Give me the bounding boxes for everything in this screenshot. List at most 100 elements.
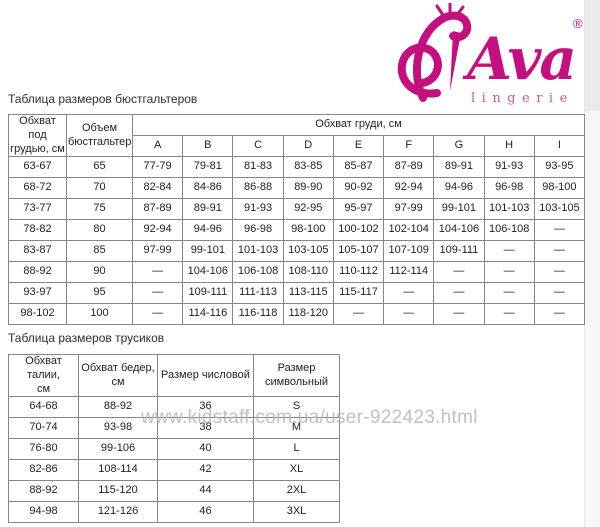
table-cell: — [533, 303, 586, 326]
table-cell: 97-99 [131, 240, 184, 263]
table-cell: 111-113 [232, 282, 284, 305]
table-cell: 115-117 [332, 282, 385, 305]
table-cell: 108-110 [282, 261, 334, 284]
bra-size-table: Обхват под грудью, см Объем бюстгальтера… [8, 113, 586, 326]
brand-name: Ava [462, 25, 575, 93]
table-cell: 89-91 [182, 198, 234, 221]
table-cell: 76-80 [8, 438, 79, 461]
table-cell: 88-92 [8, 261, 67, 284]
table-cell: 2XL [253, 480, 340, 503]
table-cell: 109-111 [433, 240, 485, 263]
table-cell: 101-103 [483, 198, 535, 221]
table-cell: 85-87 [332, 156, 385, 179]
table-cell: 89-90 [282, 177, 334, 200]
table-cell: 100 [66, 303, 133, 326]
table-cell: 84-86 [182, 177, 234, 200]
table-cell: 86-88 [232, 177, 284, 200]
table-cell: — [131, 261, 184, 284]
header-bust: Обхват груди, см [132, 113, 585, 137]
table-cell: 88-92 [8, 480, 79, 503]
table-cell: — [533, 219, 586, 242]
table-cell: 87-89 [383, 156, 435, 179]
bra-table-title: Таблица размеров бюстгальтеров [8, 92, 198, 106]
table-cell: — [533, 282, 586, 305]
table-cell: 81-83 [232, 156, 284, 179]
table-cell: S [253, 396, 340, 419]
table-cell: 38 [157, 417, 254, 440]
cup-size-header: D [282, 135, 334, 158]
table-row: 76-80 99-106 40 L [8, 438, 340, 461]
panty-table-title: Таблица размеров трусиков [8, 331, 165, 345]
table-cell: 68-72 [8, 177, 67, 200]
brand-logo: Ava ® lingerie [397, 3, 583, 106]
table-cell: 75 [66, 198, 133, 221]
brand-subtitle: lingerie [471, 91, 574, 106]
table-cell: 97-99 [383, 198, 435, 221]
table-cell: 109-111 [182, 282, 234, 305]
table-cell: 91-93 [483, 156, 535, 179]
table-row: 70-74 93-98 38 M [8, 417, 340, 440]
table-cell: 93-97 [8, 282, 67, 305]
panty-column-header: Обхват талии, см [8, 353, 79, 398]
cup-size-header: C [232, 135, 284, 158]
table-cell: 94-96 [182, 219, 234, 242]
table-cell: 83-87 [8, 240, 67, 263]
panty-header-row: Обхват талии, см Обхват бедер, см Размер ч… [8, 353, 340, 398]
cup-size-header: B [182, 135, 234, 158]
table-cell: 101-103 [232, 240, 284, 263]
table-cell: 105-107 [332, 240, 385, 263]
table-cell: — [131, 303, 184, 326]
table-row: 63-67 65 77-79 79-81 81-83 83-85 85-87 87-89 89-… [8, 156, 586, 179]
table-cell: 100-102 [332, 219, 385, 242]
table-cell: 87-89 [131, 198, 184, 221]
table-cell: — [533, 240, 586, 263]
table-cell: 94-96 [433, 177, 485, 200]
panty-size-table: Обхват талии, см Обхват бедер, см Размер ч… [8, 353, 340, 524]
cup-size-header: H [483, 135, 535, 158]
table-cell: 78-82 [8, 219, 67, 242]
registered-trademark-icon: ® [573, 16, 583, 31]
table-cell: 63-67 [8, 156, 67, 179]
cup-size-header: G [433, 135, 485, 158]
table-cell: 70 [66, 177, 133, 200]
table-cell: 92-94 [131, 219, 184, 242]
table-cell: 82-86 [8, 459, 79, 482]
table-cell: 90 [66, 261, 133, 284]
table-cell: — [433, 261, 485, 284]
table-cell: 113-115 [282, 282, 334, 305]
table-cell: 77-79 [131, 156, 184, 179]
table-cell: 93-98 [78, 417, 158, 440]
panty-table-body: 64-68 88-92 36 S 70-74 93-98 38 M 76-80 99-106 40 L… [8, 396, 340, 524]
table-cell: 89-91 [433, 156, 485, 179]
table-cell: 95-97 [332, 198, 385, 221]
table-cell: 44 [157, 480, 254, 503]
cup-size-header: E [332, 135, 385, 158]
table-row: 73-77 75 87-89 89-91 91-93 92-95 95-97 97-99 99-… [8, 198, 586, 221]
table-cell: 36 [157, 396, 254, 419]
table-row: 94-98 121-126 46 3XL [8, 501, 340, 524]
table-cell: 114-116 [182, 303, 234, 326]
table-cell: — [483, 303, 535, 326]
table-cell: 104-106 [433, 219, 485, 242]
table-cell: — [483, 261, 535, 284]
table-cell: 98-100 [533, 177, 586, 200]
table-cell: 95 [66, 282, 133, 305]
table-cell: 96-98 [232, 219, 284, 242]
table-row: 93-97 95—109-111 111-113 113-115 115-117— — — — [8, 282, 586, 305]
table-cell: 121-126 [78, 501, 158, 524]
right-edge-strip-top [585, 0, 600, 111]
table-row: 88-92 115-120 44 2XL [8, 480, 340, 503]
table-cell: 92-94 [383, 177, 435, 200]
table-row: 78-82 80 92-94 94-96 96-98 98-100 100-102 102-1… [8, 219, 586, 242]
table-cell: — [433, 282, 485, 305]
table-cell: 102-104 [383, 219, 435, 242]
table-cell: 115-120 [78, 480, 158, 503]
table-cell: 90-92 [332, 177, 385, 200]
table-cell: 103-105 [533, 198, 586, 221]
table-cell: 103-105 [282, 240, 334, 263]
table-cell: — [483, 282, 535, 305]
table-cell: 106-108 [232, 261, 284, 284]
table-cell: 79-81 [182, 156, 234, 179]
table-cell: 112-114 [383, 261, 435, 284]
